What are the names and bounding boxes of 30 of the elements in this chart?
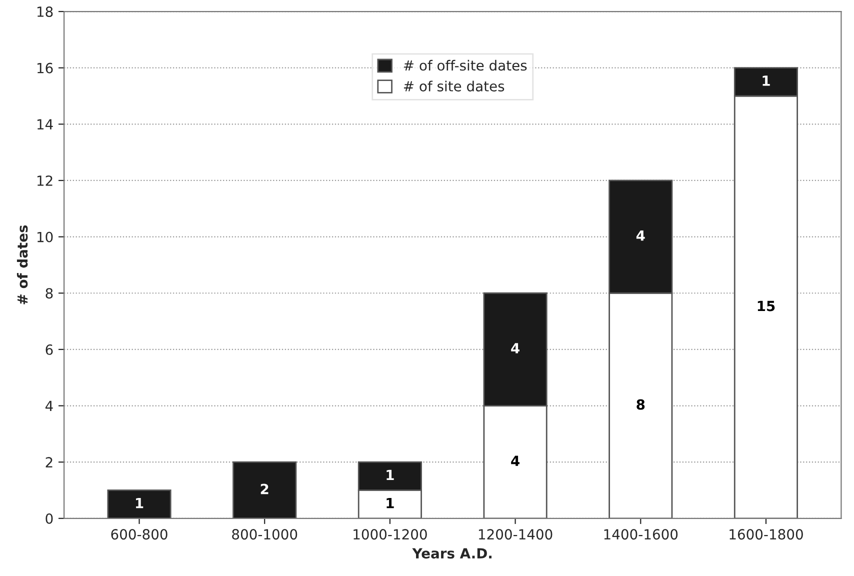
x-tick-label: 1400-1600 (604, 529, 678, 540)
data-label: 1 (386, 498, 394, 508)
legend-label: # of site dates (404, 80, 504, 92)
data-label: 15 (758, 300, 775, 312)
x-tick-label: 1000-1200 (354, 529, 427, 540)
data-label: 4 (636, 230, 645, 241)
y-tick-label: 4 (45, 400, 53, 412)
y-tick-label: 18 (37, 6, 53, 17)
y-tick-label: 8 (46, 288, 53, 299)
data-label: 4 (511, 343, 520, 354)
y-tick-label: 6 (46, 344, 53, 355)
data-label: 2 (260, 484, 268, 494)
x-tick-label: 1600-1800 (730, 529, 803, 540)
x-tick-label: 1200-1400 (478, 529, 552, 540)
data-label: 1 (762, 76, 770, 86)
y-tick-label: 12 (37, 175, 52, 186)
y-axis-title: # of dates (16, 225, 28, 304)
x-axis-title: Years A.D. (412, 548, 492, 559)
y-tick-label: 16 (37, 62, 53, 74)
y-tick-label: 10 (37, 232, 53, 242)
data-label: 4 (511, 456, 520, 466)
data-label: 8 (636, 399, 645, 410)
x-tick-label: 800-1000 (232, 529, 298, 540)
data-label: 1 (386, 470, 394, 480)
legend-label: # of off-site dates (404, 60, 527, 71)
data-label: 1 (136, 498, 144, 508)
y-tick-label: 14 (37, 119, 53, 130)
y-tick-label: 2 (46, 457, 52, 468)
x-tick-label: 600-800 (111, 529, 168, 540)
y-tick-label: 0 (46, 513, 53, 524)
